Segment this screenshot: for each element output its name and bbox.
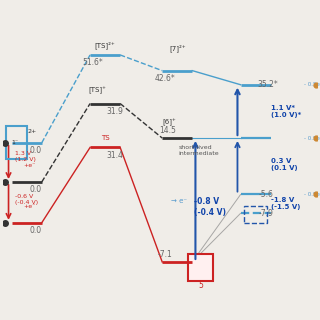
Text: 51.6*: 51.6* — [83, 58, 104, 67]
Text: [7]²⁺: [7]²⁺ — [169, 44, 186, 52]
Text: +e⁻: +e⁻ — [24, 163, 36, 168]
Text: 0.0: 0.0 — [30, 146, 42, 155]
Text: 1.3 V
(1.2 V): 1.3 V (1.2 V) — [15, 151, 36, 162]
Text: -0.8 V
(-0.4 V): -0.8 V (-0.4 V) — [195, 197, 227, 217]
Text: - 0.5e: - 0.5e — [304, 136, 320, 140]
Text: -7.1: -7.1 — [157, 250, 172, 259]
Text: 31.9: 31.9 — [107, 107, 124, 116]
Text: -0.6 V
(-0.4 V): -0.6 V (-0.4 V) — [15, 194, 38, 204]
Text: - 0.5e: - 0.5e — [304, 192, 320, 197]
Text: 1.1 V*
(1.0 V)*: 1.1 V* (1.0 V)* — [271, 105, 301, 118]
Text: [TS]⁺: [TS]⁺ — [88, 86, 106, 93]
Bar — [188, 254, 213, 281]
Text: 1⁻: 1⁻ — [12, 140, 19, 145]
Text: +e⁻: +e⁻ — [24, 204, 36, 209]
Bar — [6, 126, 27, 159]
Text: -1.8 V
(-1.5 V): -1.8 V (-1.5 V) — [271, 197, 301, 211]
Bar — [244, 206, 267, 223]
Text: - 0.5e: - 0.5e — [304, 82, 320, 87]
Text: 35.2*: 35.2* — [257, 80, 278, 89]
Text: short-lived
intermediate: short-lived intermediate — [179, 145, 220, 156]
Text: 0.3 V
(0.1 V): 0.3 V (0.1 V) — [271, 158, 298, 171]
Text: 42.6*: 42.6* — [155, 74, 176, 83]
Text: [TS]²⁺: [TS]²⁺ — [95, 41, 116, 49]
Text: 14.5: 14.5 — [159, 126, 176, 135]
Text: → e⁻: → e⁻ — [171, 198, 187, 204]
Text: 31.4: 31.4 — [107, 151, 124, 160]
Text: 0.0: 0.0 — [30, 185, 42, 194]
Text: 2+: 2+ — [27, 129, 36, 134]
Text: -7.9: -7.9 — [259, 209, 274, 218]
Text: 0.0: 0.0 — [30, 226, 42, 235]
Text: TS: TS — [101, 134, 109, 140]
Text: [6]⁺: [6]⁺ — [163, 118, 176, 125]
Text: 5: 5 — [198, 281, 203, 290]
Text: -5.6: -5.6 — [259, 190, 274, 199]
